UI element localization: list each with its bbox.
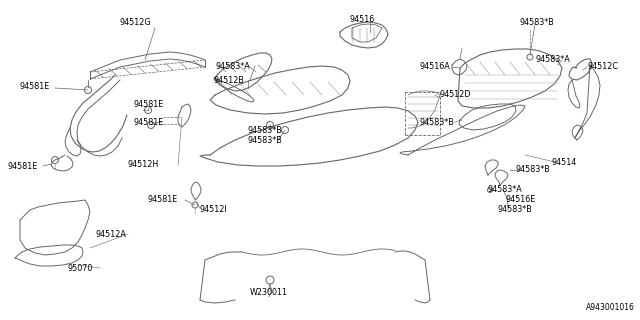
Text: 94583*B: 94583*B [520,18,555,27]
Text: 94583*B: 94583*B [498,205,532,214]
Text: 94583*B: 94583*B [248,126,283,135]
Text: 94516: 94516 [350,15,375,24]
Text: 94512C: 94512C [588,62,619,71]
Text: 94512D: 94512D [440,90,472,99]
Text: 94512I: 94512I [200,205,228,214]
Text: 94512B: 94512B [213,76,244,85]
Text: 94516E: 94516E [506,195,536,204]
Text: 94512G: 94512G [120,18,152,27]
Text: 94583*B: 94583*B [515,165,550,174]
Text: 94583*B: 94583*B [420,118,455,127]
Text: 94581E: 94581E [133,100,163,109]
Text: 94583*A: 94583*A [488,185,523,194]
Text: 94581E: 94581E [133,118,163,127]
Text: 94581E: 94581E [148,195,179,204]
Text: 94512H: 94512H [128,160,159,169]
Text: 94512A: 94512A [95,230,126,239]
Text: 94514: 94514 [552,158,577,167]
Text: 94581E: 94581E [8,162,38,171]
Text: 94583*A: 94583*A [535,55,570,64]
Text: W230011: W230011 [250,288,288,297]
Text: 94583*A: 94583*A [215,62,250,71]
Text: 95070: 95070 [68,264,93,273]
Text: 94583*B: 94583*B [248,136,283,145]
Text: 94516A: 94516A [420,62,451,71]
Text: A943001016: A943001016 [586,303,635,312]
Text: 94581E: 94581E [20,82,51,91]
